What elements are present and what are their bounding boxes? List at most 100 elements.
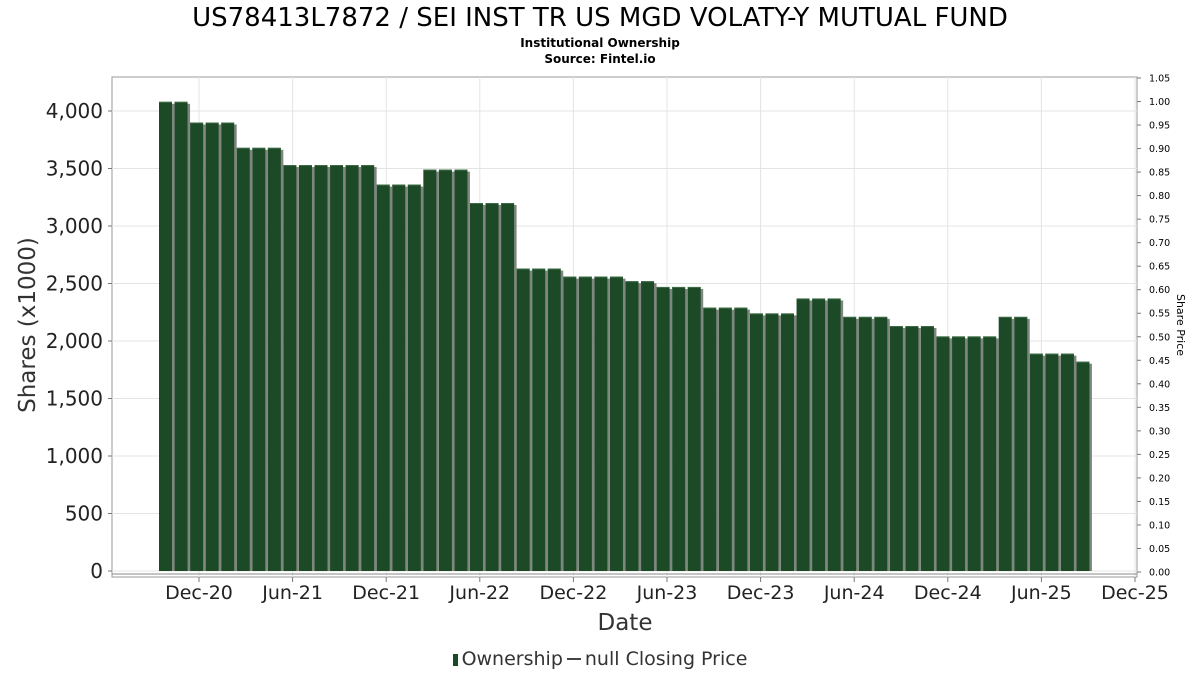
ownership-bar [641, 281, 655, 571]
ownership-bar [936, 336, 950, 571]
ownership-bar [501, 203, 515, 571]
legend-price-line [566, 658, 581, 660]
ownership-bar [843, 316, 857, 571]
y-right-tick-label: 0.25 [1149, 450, 1170, 461]
ownership-bar [221, 122, 235, 571]
y-right-tick-label: 0.30 [1149, 426, 1170, 437]
ownership-bar [1076, 361, 1090, 571]
x-tick-label: Jun-22 [448, 582, 510, 604]
ownership-bar [578, 276, 592, 571]
ownership-bar [205, 122, 219, 571]
ownership-bar [718, 307, 732, 571]
ownership-bar [252, 147, 266, 572]
x-axis-title: Date [598, 610, 653, 636]
y-right-tick-label: 0.95 [1149, 121, 1170, 132]
ownership-bar [563, 276, 577, 571]
ownership-bar [174, 101, 188, 572]
y-right-axis-title: Share Price [1174, 294, 1187, 356]
ownership-bar [1060, 353, 1074, 571]
ownership-bar [345, 165, 359, 572]
ownership-bar [454, 169, 468, 571]
y-right-tick-label: 0.60 [1149, 285, 1170, 296]
y-tick-label: 4,000 [46, 99, 103, 123]
legend: Ownership null Closing Price [0, 647, 1200, 671]
ownership-bar [734, 307, 748, 571]
y-right-tick-label: 0.15 [1149, 497, 1170, 508]
ownership-bar [392, 184, 406, 571]
x-tick-label: Dec-21 [352, 582, 420, 604]
ownership-bar [812, 298, 826, 571]
ownership-bar [1029, 353, 1043, 571]
ownership-bar [532, 268, 546, 571]
ownership-bar [967, 336, 981, 571]
ownership-bar [1045, 353, 1059, 571]
ownership-bar [283, 165, 297, 572]
ownership-bar [952, 336, 966, 571]
y-right-tick-label: 0.55 [1149, 309, 1170, 320]
ownership-bar [1014, 316, 1028, 571]
x-tick-label: Jun-25 [1010, 582, 1072, 604]
chart-source: Source: Fintel.io [544, 52, 656, 66]
ownership-bar [470, 203, 483, 571]
ownership-bar [314, 165, 328, 572]
ownership-bar [594, 276, 608, 571]
ownership-bar [703, 307, 717, 571]
x-tick-label: Jun-24 [823, 582, 885, 604]
legend-ownership-label: Ownership [461, 648, 563, 670]
y-right-tick-label: 0.90 [1149, 144, 1170, 155]
legend-price-label: null Closing Price [584, 648, 748, 670]
ownership-bar [672, 286, 686, 571]
ownership-bar [609, 276, 623, 571]
y-right-tick-label: 0.10 [1149, 520, 1170, 531]
ownership-bar [796, 298, 810, 571]
y-right-tick-label: 1.00 [1149, 97, 1170, 108]
axes: Dec-20 Jun-21 Dec-21 Jun-22 Dec-22 Jun-23 Dec-… [46, 74, 1170, 605]
y-right-tick-label: 0.35 [1149, 403, 1170, 414]
ownership-bar [407, 184, 421, 571]
ownership-bar [749, 313, 763, 571]
y-right-tick-label: 1.05 [1149, 74, 1170, 85]
ownership-bar [190, 122, 204, 571]
ownership-bar [298, 165, 312, 572]
x-tick-label: Jun-21 [261, 582, 323, 604]
y-right-tick-label: 0.00 [1149, 568, 1170, 579]
y-right-tick-label: 0.40 [1149, 379, 1170, 390]
ownership-bar [920, 326, 934, 571]
y-tick-label: 1,000 [46, 444, 103, 468]
ownership-bar [423, 169, 437, 571]
y-right-tick-label: 0.80 [1149, 191, 1170, 202]
y-right-tick-label: 0.50 [1149, 332, 1170, 343]
y-tick-label: 0 [90, 559, 103, 583]
y-tick-label: 3,000 [46, 214, 103, 238]
ownership-bar [827, 298, 841, 571]
ownership-bar [485, 203, 499, 571]
ownership-bar [547, 268, 561, 571]
x-tick-label: Jun-23 [636, 582, 698, 604]
bars [159, 101, 1092, 572]
y-right-tick-label: 0.45 [1149, 356, 1170, 367]
ownership-bar [376, 184, 390, 571]
chart-title: US78413L7872 / SEI INST TR US MGD VOLATY… [192, 3, 1008, 33]
ownership-bar [625, 281, 639, 571]
ownership-bar [781, 313, 794, 571]
ownership-bar [687, 286, 701, 571]
ownership-bar [159, 101, 172, 572]
ownership-bar [858, 316, 872, 571]
x-tick-label: Dec-24 [914, 582, 982, 604]
y-tick-label: 2,500 [46, 272, 103, 296]
ownership-bar [516, 268, 530, 571]
y-right-tick-label: 0.70 [1149, 238, 1170, 249]
ownership-bar [267, 147, 281, 572]
y-tick-label: 500 [65, 502, 103, 526]
y-tick-label: 2,000 [46, 329, 103, 353]
y-tick-label: 3,500 [46, 157, 103, 181]
x-tick-label: Dec-23 [727, 582, 795, 604]
legend-ownership-swatch [452, 654, 458, 666]
ownership-bar [361, 165, 375, 572]
y-right-tick-label: 0.05 [1149, 544, 1170, 555]
ownership-bar [236, 147, 250, 572]
x-tick-label: Dec-22 [539, 582, 607, 604]
ownership-bar [983, 336, 997, 571]
ownership-bar [905, 326, 919, 571]
